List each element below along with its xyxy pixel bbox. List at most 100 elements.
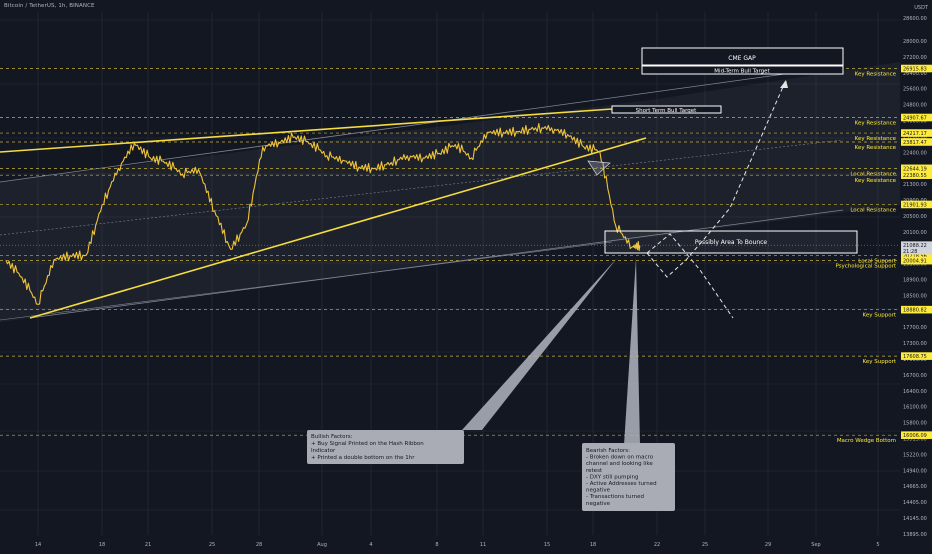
pattern-triangle: [587, 160, 611, 176]
y-tick-label: 20500.00: [903, 214, 927, 220]
bearish-line: channel and looking like: [586, 461, 653, 467]
level-tag: [901, 138, 932, 146]
short-term-box: [611, 105, 722, 114]
bounce-zone: [604, 230, 858, 254]
x-tick-label: 28: [256, 542, 262, 548]
y-tick-label: 16100.00: [903, 405, 927, 411]
current-price-value: 21088.22: [903, 243, 927, 249]
y-tick-label: 14940.00: [903, 468, 927, 474]
x-axis: 14 18 21 25 28 Aug 4 8 11 15 18 22 25 29 Sep 5: [35, 542, 880, 548]
bounce-label: Possibly Area To Bounce: [695, 239, 768, 246]
current-price-tag: [901, 241, 932, 255]
y-tick-label: 28000.00: [903, 39, 927, 45]
mid-ray: [0, 139, 844, 236]
annotations-layer: CME GAP Mid-Term Bull Target Short Term Bu…: [307, 47, 858, 511]
x-tick-label: 29: [765, 542, 771, 548]
bearish-box: [582, 443, 675, 511]
y-tick-label: 24800.00: [903, 103, 927, 109]
bullish-line: + Buy Signal Printed on the Hash Ribbon: [311, 441, 424, 447]
level-label: Key Resistance: [855, 72, 897, 78]
trendline-upper: [0, 108, 613, 153]
level-label: Local Support: [858, 258, 897, 264]
y-tick-label: 14145.00: [903, 516, 927, 522]
bullish-box: [307, 430, 464, 464]
level-label: Key Resistance: [855, 136, 897, 142]
x-tick-label: Sep: [811, 542, 820, 548]
trendline-lower: [29, 137, 647, 319]
mid-term-box: [641, 65, 844, 75]
zones-layer: [0, 62, 900, 322]
x-tick-label: 15: [544, 542, 550, 548]
y-tick-label: 22400.00: [903, 150, 927, 156]
level-tag: [901, 305, 932, 314]
y-tick-label: 17300.00: [903, 341, 927, 347]
bearish-line: negative: [586, 501, 611, 507]
level-tag-value: 26915.83: [903, 67, 927, 73]
bearish-line: retest: [586, 468, 603, 474]
axis-currency: USDT: [914, 5, 929, 11]
y-tick-label: 19300.00: [903, 262, 927, 268]
level-label: Key Resistance: [855, 178, 897, 184]
level-tag-value: 18880.82: [903, 308, 927, 314]
y-tick-label: 16400.00: [903, 389, 927, 395]
bullish-pointer: [462, 258, 617, 430]
mid-term-label: Mid-Term Bull Target: [714, 69, 770, 75]
level-tag: [901, 200, 932, 209]
x-tick-label: 5: [876, 542, 879, 548]
y-tick-label: 23200.00: [903, 134, 927, 140]
bear-projection: [646, 233, 734, 319]
bearish-line: Bearish Factors:: [586, 448, 630, 454]
level-tag-value: 22380.55: [903, 173, 927, 179]
y-tick-label: 21300.00: [903, 182, 927, 188]
x-tick-label: 25: [702, 542, 708, 548]
y-tick-label: 17700.00: [903, 325, 927, 331]
level-label: Key Resistance: [855, 121, 897, 127]
x-tick-label: 8: [435, 542, 438, 548]
short-term-label: Short Term Bull Target: [636, 108, 698, 114]
bearish-line: - Broken down on macro: [586, 455, 654, 461]
cme-gap-box: [641, 47, 844, 66]
x-tick-label: 18: [99, 542, 105, 548]
level-tag-value: 23817.47: [903, 140, 927, 146]
bull-projection: [646, 79, 787, 278]
level-tag: [901, 64, 932, 73]
symbol-title[interactable]: Bitcoin / TetherUS, 1h, BINANCE: [4, 3, 95, 9]
level-tag-value: 20004.91: [903, 259, 927, 265]
grid-layer: [0, 12, 900, 535]
x-tick-label: 22: [654, 542, 660, 548]
y-tick-label: 14665.00: [903, 484, 927, 490]
channel-zone: [0, 62, 900, 322]
level-label: Key Resistance: [855, 145, 897, 151]
level-label: Macro Wedge Bottom: [837, 438, 896, 444]
level-tag-value: 21901.93: [903, 202, 927, 208]
y-tick-label: 14405.00: [903, 500, 927, 506]
y-tick-label: 25600.00: [903, 87, 927, 93]
bearish-line: - Active Addresses turned: [586, 481, 657, 487]
upper-ray: [0, 65, 844, 183]
cme-gap-label: CME GAP: [728, 55, 756, 62]
bullish-line: + Printed a double bottom on the 1hr: [311, 455, 415, 461]
x-tick-label: 14: [35, 542, 41, 548]
x-tick-label: 4: [369, 542, 372, 548]
current-countdown: 21:28: [903, 249, 917, 255]
level-label: Psychological Support: [835, 264, 896, 270]
price-series: [5, 123, 641, 305]
y-tick-label: 18900.00: [903, 278, 927, 284]
level-tag: [901, 352, 932, 360]
y-tick-label: 15515.00: [903, 437, 927, 443]
y-tick-label: 24000.00: [903, 119, 927, 125]
level-tag: [901, 113, 932, 122]
level-label: Local Resistance: [850, 207, 896, 213]
level-tag-value: 24217.17: [903, 131, 927, 137]
y-tick-label: 13895.00: [903, 532, 927, 538]
level-label: Local Resistance: [850, 171, 896, 177]
y-tick-label: 20100.00: [903, 230, 927, 236]
y-tick-label: 18500.00: [903, 293, 927, 299]
bearish-line: - Transactions turned: [586, 494, 644, 500]
lower-ray: [29, 209, 844, 319]
base-ray: [0, 241, 613, 321]
trendlines-layer: [0, 65, 844, 321]
x-tick-label: 25: [209, 542, 215, 548]
